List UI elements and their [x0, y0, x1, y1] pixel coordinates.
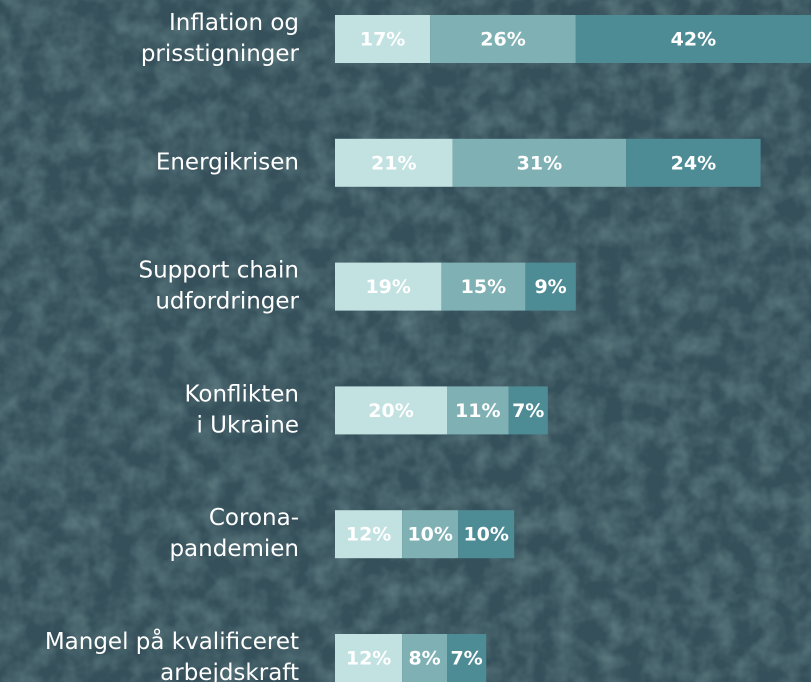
value-label: 21% [371, 152, 416, 174]
category-label: Support chain [138, 258, 299, 284]
value-label: 42% [671, 29, 716, 51]
page: {"chart_data": {"type": "stacked-bar", "… [0, 0, 811, 682]
category-label: Corona- [209, 505, 299, 531]
value-label: 7% [450, 648, 482, 670]
category-label: pandemien [169, 536, 299, 562]
value-label: 12% [346, 648, 391, 670]
value-label: 12% [346, 524, 391, 546]
value-label: 10% [407, 524, 452, 546]
value-label: 10% [463, 524, 508, 546]
value-label: 20% [368, 400, 413, 422]
value-label: 24% [671, 152, 716, 174]
value-label: 7% [512, 400, 544, 422]
value-label: 9% [534, 276, 566, 298]
category-label: i Ukraine [196, 412, 299, 438]
value-label: 17% [360, 29, 405, 51]
background-texture [0, 0, 811, 682]
category-label: Inflation og [169, 10, 299, 36]
category-label: arbejdskraft [160, 660, 299, 682]
category-label: prisstigninger [141, 41, 300, 67]
value-label: 11% [455, 400, 500, 422]
value-label: 19% [365, 276, 410, 298]
category-label: Energikrisen [156, 149, 299, 175]
value-label: 8% [408, 648, 440, 670]
category-label: Mangel på kvalificeret [45, 627, 299, 655]
category-label: udfordringer [155, 289, 299, 315]
value-label: 31% [517, 152, 562, 174]
category-label: Konflikten [184, 381, 299, 407]
value-label: 26% [480, 29, 525, 51]
value-label: 15% [461, 276, 506, 298]
chart: Inflation og prisstigninger 17% 26% 42% Energ… [0, 0, 811, 682]
